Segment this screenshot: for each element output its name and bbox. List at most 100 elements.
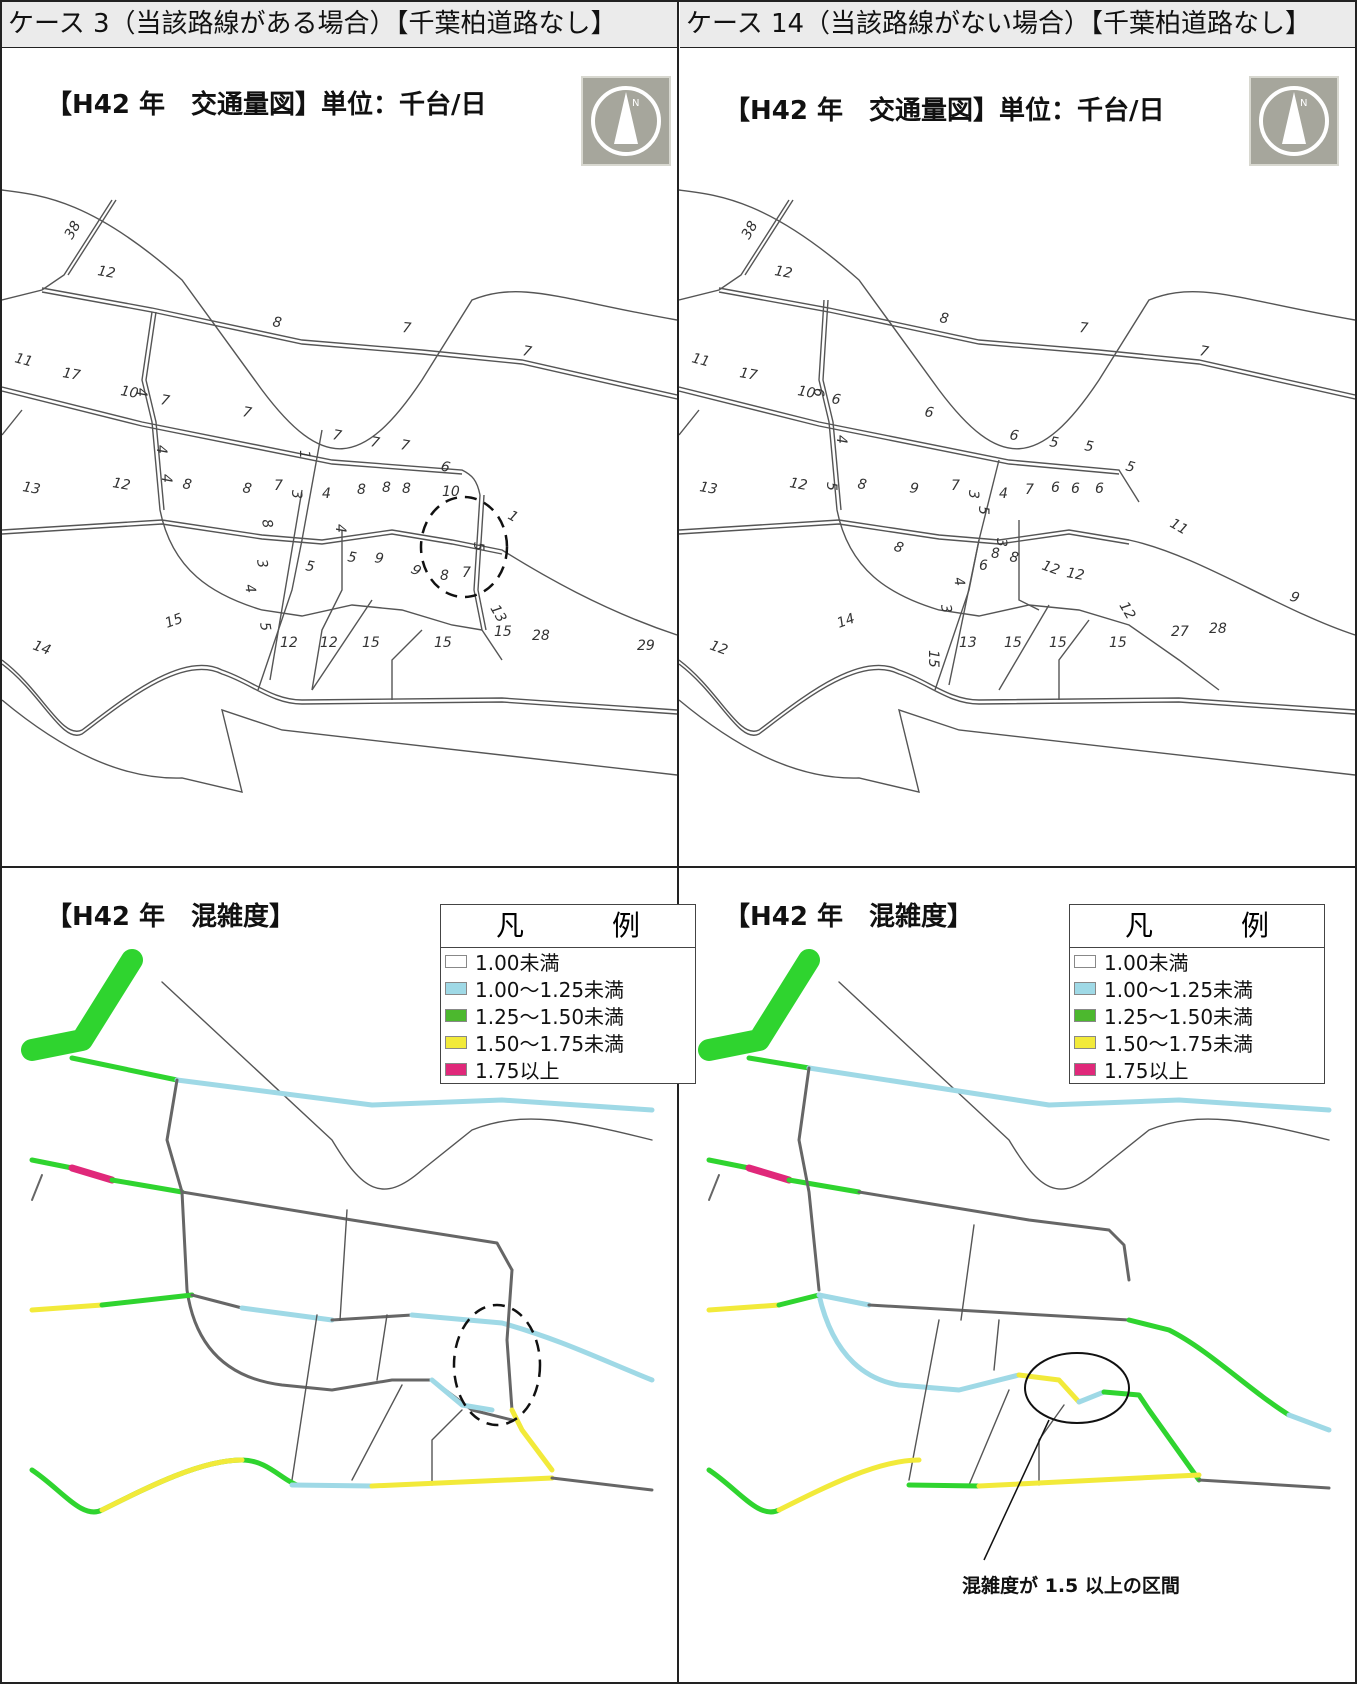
volume-label: 12	[1116, 599, 1139, 623]
legend-item: 1.75以上	[441, 1056, 695, 1083]
swatch-below-1-00	[1074, 955, 1096, 968]
grid-right-border	[1355, 0, 1357, 1684]
volume-label: 17	[61, 365, 81, 384]
volume-label: 8	[241, 480, 253, 497]
volume-label: 15	[434, 635, 452, 651]
congestion-map-case-3	[21, 949, 655, 1515]
volume-label: 5	[346, 549, 358, 566]
volume-label: 9	[408, 562, 424, 580]
legend-left: 凡 例 1.00未満 1.00～1.25未満 1.25～1.50未満 1.50～…	[440, 904, 696, 1084]
volume-label: 15	[1109, 635, 1127, 651]
volume-label: 4	[332, 524, 348, 533]
legend-item: 1.50～1.75未満	[1070, 1029, 1324, 1056]
volume-label: 8	[991, 546, 1000, 562]
volume-label: 8	[1008, 549, 1020, 566]
volume-label: 7	[274, 478, 283, 494]
volume-label: 3	[937, 603, 954, 615]
volume-label: 4	[833, 435, 849, 444]
volume-label: 9	[373, 550, 385, 567]
volume-label: 7	[402, 320, 412, 337]
volume-label: 7	[369, 434, 381, 451]
volume-label: 7	[1079, 320, 1089, 337]
volume-label: 5	[304, 558, 316, 575]
swatch-over-1-75	[1074, 1063, 1096, 1076]
volume-title-right: 【H42 年 交通量図】単位：千台/日	[724, 96, 1165, 126]
volume-label: 7	[331, 427, 343, 444]
volume-label: 38	[62, 218, 85, 242]
legend-item: 1.25～1.50未満	[1070, 1002, 1324, 1029]
header-case-3: ケース 3（当該路線がある場合）【千葉柏道路なし】	[2, 0, 677, 48]
volume-label: 3	[965, 490, 981, 499]
congestion-title-left: 【H42 年 混雑度】	[46, 902, 295, 932]
swatch-1-25-1-50	[445, 1009, 467, 1022]
volume-label: 8	[271, 314, 283, 331]
volume-label: 4	[322, 486, 331, 502]
volume-label: 13	[487, 602, 510, 625]
volume-label: 15	[494, 624, 512, 640]
volume-label: 15	[1004, 635, 1022, 651]
volume-label: 12	[708, 638, 730, 659]
volume-label: 11	[13, 350, 34, 370]
volume-label: 27	[1171, 624, 1189, 640]
volume-label: 11	[690, 350, 711, 370]
volume-label: 5	[1048, 434, 1060, 451]
volume-label: 4	[153, 445, 169, 454]
legend-title: 凡 例	[1070, 905, 1324, 948]
volume-label: 29	[637, 638, 655, 654]
volume-label: 4	[999, 486, 1008, 502]
swatch-over-1-75	[445, 1063, 467, 1076]
volume-label: 7	[399, 437, 411, 454]
volume-label: 3	[288, 490, 304, 499]
volume-label: 12	[1040, 558, 1062, 579]
volume-label: 6	[810, 388, 826, 397]
congestion-map-case-14	[698, 949, 1332, 1561]
legend-item: 1.75以上	[1070, 1056, 1324, 1083]
volume-label: 9	[908, 480, 920, 497]
legend-title: 凡 例	[441, 905, 695, 948]
volume-label: 28	[532, 628, 550, 644]
volume-label: 8	[181, 476, 193, 493]
volume-label: 7	[951, 478, 960, 494]
volume-label: 6	[830, 391, 842, 408]
volume-label: 12	[788, 475, 808, 494]
volume-label: 6	[979, 558, 988, 574]
north-arrow-icon: N	[1249, 76, 1339, 166]
volume-label: 12	[96, 263, 116, 282]
volume-label: 1	[296, 450, 312, 459]
volume-label: 7	[1025, 482, 1034, 498]
volume-label: 8	[402, 481, 411, 497]
svg-text:N: N	[1300, 98, 1307, 109]
svg-text:N: N	[632, 98, 639, 109]
congestion-title-right: 【H42 年 混雑度】	[724, 902, 973, 932]
volume-label: 11	[1167, 516, 1190, 539]
volume-label: 7	[159, 392, 171, 409]
swatch-1-50-1-75	[445, 1036, 467, 1049]
north-arrow-icon: N	[581, 76, 671, 166]
volume-label: 28	[1209, 621, 1227, 637]
volume-label: 13	[21, 479, 41, 498]
volume-label: 4	[950, 576, 967, 588]
volume-label: 7	[462, 565, 471, 581]
volume-label: 10	[796, 383, 816, 402]
legend-item: 1.00～1.25未満	[441, 975, 695, 1002]
volume-label: 12	[111, 475, 131, 494]
volume-label: 3	[253, 558, 270, 570]
volume-label: 10	[442, 484, 460, 500]
legend-item: 1.50～1.75未満	[441, 1029, 695, 1056]
header-case-14: ケース 14（当該路線がない場合）【千葉柏道路なし】	[680, 0, 1355, 48]
volume-label: 6	[1095, 481, 1104, 497]
swatch-1-00-1-25	[1074, 982, 1096, 995]
volume-label: 13	[698, 479, 718, 498]
volume-label: 8	[938, 310, 950, 327]
volume-label: 5	[256, 621, 273, 633]
legend-item: 1.00未満	[441, 948, 695, 975]
volume-label: 13	[959, 635, 977, 651]
volume-label: 5	[1083, 438, 1095, 455]
volume-label: 8	[440, 568, 449, 584]
volume-label: 7	[521, 343, 533, 360]
volume-label: 15	[362, 635, 380, 651]
volume-label: 6	[923, 404, 935, 421]
